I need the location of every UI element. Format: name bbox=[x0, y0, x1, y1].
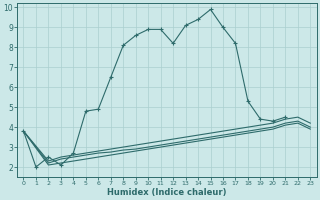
X-axis label: Humidex (Indice chaleur): Humidex (Indice chaleur) bbox=[107, 188, 227, 197]
